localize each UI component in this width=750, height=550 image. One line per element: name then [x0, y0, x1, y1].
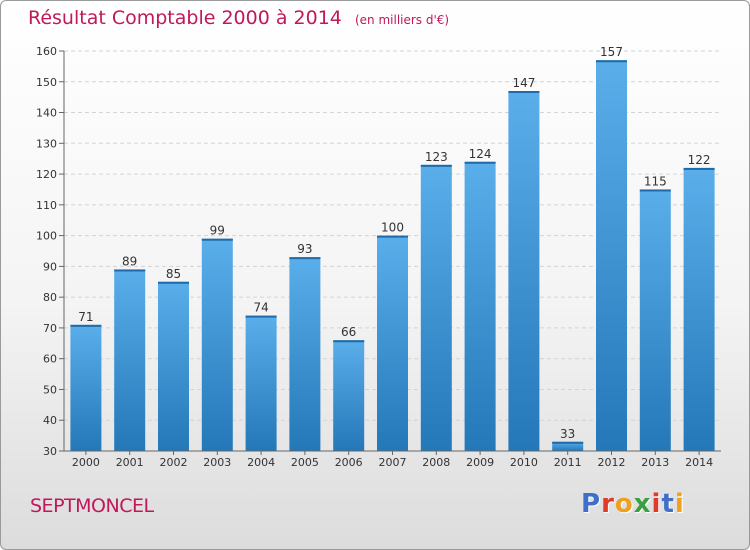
data-label: 100	[381, 221, 404, 235]
bar-top-edge	[508, 91, 540, 93]
data-label: 74	[253, 301, 268, 315]
x-tick-label: 2004	[247, 456, 275, 469]
y-tick-label: 100	[36, 230, 57, 243]
brand-letter: i	[651, 489, 662, 519]
x-tick-label: 2009	[466, 456, 494, 469]
x-tick-label: 2010	[510, 456, 538, 469]
bar-top-edge	[420, 164, 452, 167]
proxiti-logo[interactable]: Proxiti	[581, 489, 685, 519]
y-tick-label: 120	[36, 168, 57, 181]
y-tick-label: 70	[43, 322, 57, 335]
x-tick-label: 2002	[160, 456, 188, 469]
bar	[639, 189, 671, 451]
brand-letter: x	[633, 489, 652, 519]
commune-name: SEPTMONCEL	[30, 495, 154, 517]
y-tick-label: 150	[36, 76, 57, 89]
bar	[377, 235, 408, 451]
data-label: 115	[644, 174, 667, 188]
x-tick-label: 2011	[554, 456, 582, 469]
bar	[333, 340, 365, 451]
bars-layer	[70, 60, 715, 451]
x-tick-label: 2005	[291, 456, 319, 469]
bar	[596, 60, 627, 451]
axis-layer: 30 40 50 60 70 80 90 100 110 120 130 140 150 160 2000 2…	[36, 45, 721, 469]
data-label: 99	[210, 224, 225, 238]
data-label: 93	[297, 242, 312, 256]
data-label: 147	[512, 76, 535, 90]
chart-subtitle: (en milliers d'€)	[354, 13, 450, 27]
y-tick-label: 90	[43, 260, 57, 273]
y-tick-label: 130	[36, 137, 57, 150]
y-tick-label: 30	[43, 445, 57, 458]
bar-top-edge	[552, 441, 584, 444]
x-tick-label: 2008	[422, 456, 450, 469]
bar	[420, 164, 452, 451]
bar-top-edge	[333, 340, 365, 343]
bar	[114, 269, 146, 451]
brand-letter: t	[661, 489, 675, 519]
bar-top-edge	[639, 189, 671, 192]
bar-top-edge	[464, 161, 496, 164]
bar	[289, 257, 321, 451]
y-tick-label: 140	[36, 107, 57, 120]
x-tick-label: 2003	[203, 456, 231, 469]
x-tick-label: 2006	[335, 456, 363, 469]
x-tick-label: 2014	[685, 456, 713, 469]
bar-top-edge	[201, 238, 233, 241]
bar-top-edge	[70, 324, 102, 327]
title-row: Résultat Comptable 2000 à 2014 (en milli…	[28, 7, 449, 29]
bar-top-edge	[245, 315, 277, 318]
data-label: 122	[688, 153, 711, 167]
bar	[683, 167, 715, 451]
data-label: 33	[560, 427, 575, 441]
bar	[158, 281, 189, 451]
bar	[508, 91, 540, 451]
y-tick-label: 160	[36, 45, 57, 58]
bar	[245, 315, 277, 451]
y-tick-label: 80	[43, 291, 57, 304]
x-tick-label: 2001	[116, 456, 144, 469]
bar-top-edge	[377, 235, 408, 238]
brand-letter: o	[614, 489, 634, 519]
y-tick-label: 60	[43, 353, 57, 366]
data-label: 124	[469, 147, 492, 161]
x-tick-label: 2000	[72, 456, 100, 469]
bar-top-edge	[289, 257, 321, 260]
bar	[464, 161, 496, 451]
labels-layer: 71 89 85 99 74 93 66 100 123 124 147 33 157 115 122	[78, 45, 710, 441]
y-tick-label: 40	[43, 414, 57, 427]
brand-letter: i	[674, 489, 685, 519]
data-label: 123	[425, 150, 448, 164]
bar	[552, 441, 584, 451]
data-label: 157	[600, 45, 623, 59]
bar-top-edge	[683, 167, 715, 170]
bar	[70, 324, 102, 451]
chart-title: Résultat Comptable 2000 à 2014	[28, 7, 342, 29]
brand-letter: r	[601, 489, 615, 519]
data-label: 85	[166, 267, 181, 281]
y-tick-label: 110	[36, 199, 57, 212]
brand-letter: P	[581, 489, 602, 519]
x-tick-label: 2007	[379, 456, 407, 469]
bar-top-edge	[596, 60, 627, 63]
data-label: 66	[341, 325, 356, 339]
bar	[201, 238, 233, 451]
data-label: 89	[122, 254, 137, 268]
bar-top-edge	[114, 269, 146, 272]
x-tick-label: 2012	[598, 456, 626, 469]
data-label: 71	[78, 310, 93, 324]
y-tick-label: 50	[43, 383, 57, 396]
bar-top-edge	[158, 281, 189, 284]
x-tick-label: 2013	[641, 456, 669, 469]
